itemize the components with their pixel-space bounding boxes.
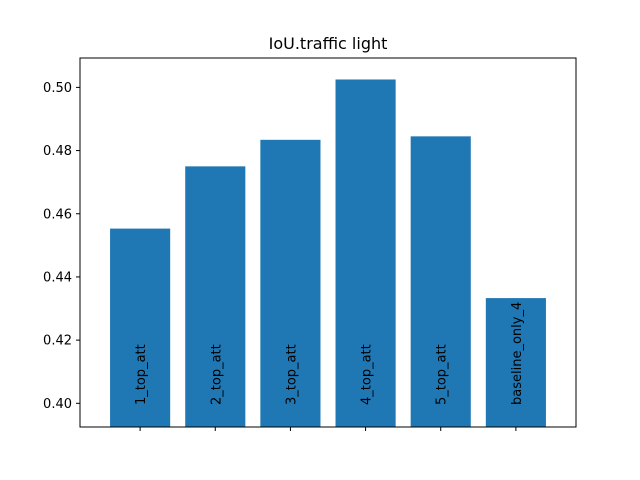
x-axis xyxy=(139,427,517,431)
y-tick-label-0.42: 0.42 xyxy=(43,334,72,349)
bar-5_top_att xyxy=(410,136,471,427)
plot-frame xyxy=(79,57,577,428)
bar-1_top_att xyxy=(110,228,171,427)
y-tick-label-0.50: 0.50 xyxy=(43,81,72,96)
y-tick-label-0.48: 0.48 xyxy=(43,144,72,159)
bar-label-1_top_att: 1_top_att xyxy=(134,344,149,405)
y-tick-label-0.44: 0.44 xyxy=(43,270,72,285)
bar-label-3_top_att: 3_top_att xyxy=(284,344,299,405)
bar-baseline_only_4 xyxy=(485,298,546,427)
y-axis: 0.40 0.42 0.44 0.46 0.48 0.50 xyxy=(43,81,80,412)
chart-title: IoU.traffic light xyxy=(269,34,388,53)
bar-3_top_att xyxy=(260,139,321,427)
bar-4_top_att xyxy=(335,79,396,427)
bar-label-5_top_att: 5_top_att xyxy=(435,344,450,405)
bars-group xyxy=(110,79,546,428)
bar-label-4_top_att: 4_top_att xyxy=(360,344,375,405)
y-tick-label-0.46: 0.46 xyxy=(43,207,72,222)
bar-labels-group: 1_top_att 2_top_att 3_top_att 4_top_att 5_to… xyxy=(134,302,525,405)
bar-label-2_top_att: 2_top_att xyxy=(209,344,224,405)
bar-label-baseline_only_4: baseline_only_4 xyxy=(510,302,525,405)
y-tick-label-0.40: 0.40 xyxy=(43,397,72,412)
bar-2_top_att xyxy=(185,166,246,428)
